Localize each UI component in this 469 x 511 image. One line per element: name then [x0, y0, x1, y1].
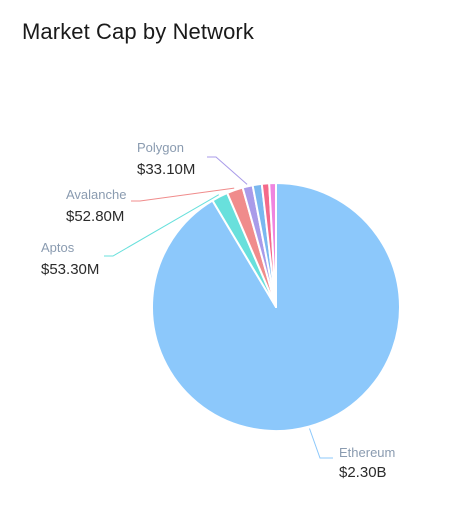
chart-title: Market Cap by Network — [22, 19, 254, 44]
pie-slices — [151, 182, 401, 432]
leader-line-ethereum — [309, 428, 333, 459]
slice-value-label-polygon: $33.10M — [137, 161, 195, 178]
pie-labels: Ethereum $2.30B Aptos $53.30M Avalanche $52.8… — [41, 140, 395, 481]
pie-slice-6[interactable] — [268, 182, 277, 308]
slice-name-label-polygon: Polygon — [137, 140, 184, 155]
slice-value-label-aptos: $53.30M — [41, 261, 99, 278]
slice-value-label-avalanche: $52.80M — [66, 208, 124, 225]
slice-name-label-aptos: Aptos — [41, 240, 75, 255]
slice-name-label-avalanche: Avalanche — [66, 187, 126, 202]
slice-value-label-ethereum: $2.30B — [339, 464, 387, 481]
pie-leader-lines — [104, 156, 333, 459]
slice-name-label-ethereum: Ethereum — [339, 445, 395, 460]
leader-line-avalanche — [131, 187, 235, 202]
leader-line-polygon — [207, 156, 248, 185]
leader-line-aptos — [104, 194, 220, 257]
